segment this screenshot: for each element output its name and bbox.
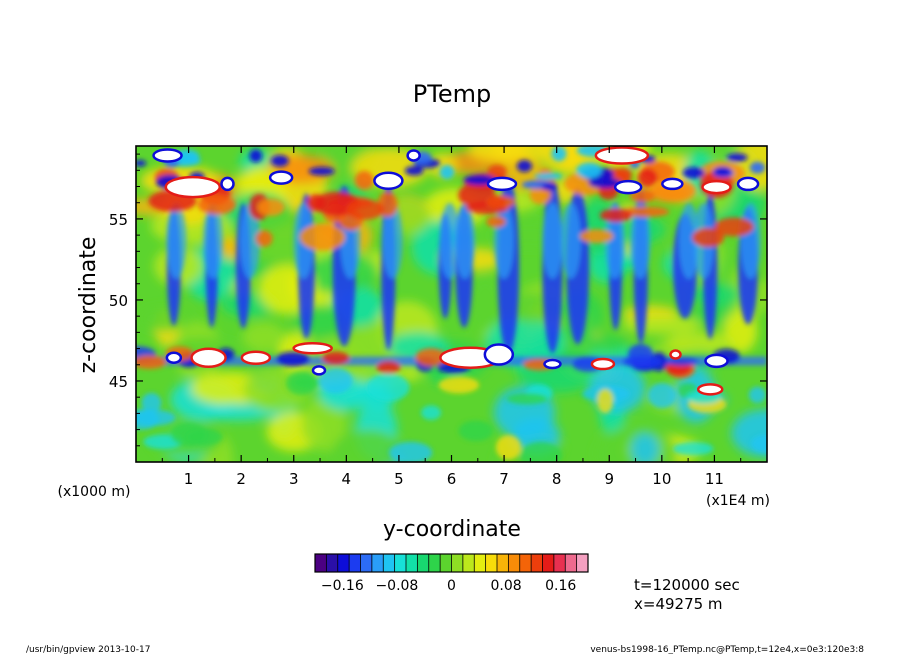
colorbar-swatch — [440, 554, 452, 572]
out-of-range-patch — [590, 357, 616, 371]
colorbar-tick-label: 0.08 — [491, 578, 522, 594]
out-of-range-patch — [543, 358, 562, 370]
x-tick-label: 9 — [604, 470, 614, 488]
colorbar-swatch — [576, 554, 589, 572]
y-tick-label: 55 — [109, 211, 128, 229]
out-of-range-patch — [164, 175, 222, 199]
colorbar-tick-label: 0 — [447, 578, 456, 594]
x-tick-label: 4 — [342, 470, 352, 488]
x-axis-title: y-coordinate — [383, 517, 521, 542]
out-of-range-patch — [594, 146, 650, 165]
x-tick-label: 10 — [652, 470, 671, 488]
x-tick-label: 2 — [236, 470, 246, 488]
out-of-range-patch — [483, 343, 515, 366]
colorbar-swatch — [497, 554, 509, 572]
colorbar-swatch — [519, 554, 532, 572]
out-of-range-patch — [292, 341, 333, 355]
colorbar-swatch — [337, 554, 350, 572]
colorbar-swatch — [417, 554, 430, 572]
out-of-range-patch — [240, 350, 272, 365]
colorbar-swatch — [406, 554, 418, 572]
colorbar-swatch — [394, 554, 407, 572]
x-tick-label: 3 — [289, 470, 299, 488]
y-tick-label: 45 — [109, 373, 128, 391]
out-of-range-patch — [406, 149, 421, 162]
colorbar-tick-label: −0.08 — [375, 578, 418, 594]
y-tick-label: 50 — [109, 292, 128, 310]
colorbar-swatch — [451, 554, 464, 572]
colorbar-tick-label: −0.16 — [321, 578, 364, 594]
out-of-range-patch — [311, 365, 327, 376]
footer-right: venus-bs1998-16_PTemp.nc@PTemp,t=12e4,x=… — [590, 645, 864, 654]
y-axis-title: z-coordinate — [76, 237, 101, 374]
colorbar-swatch — [326, 554, 339, 572]
out-of-range-patch — [701, 179, 732, 195]
colorbar-frame — [314, 553, 589, 573]
colorbar-swatch — [553, 554, 566, 572]
out-of-range-patch — [696, 383, 724, 396]
colorbar-tick-label: 0.16 — [545, 578, 576, 594]
colorbar-swatch — [360, 554, 373, 572]
colorbar-swatch — [315, 554, 327, 572]
colorbar-swatch — [474, 554, 487, 572]
x-unit-label: (x1E4 m) — [706, 493, 770, 509]
out-of-range-patch — [736, 176, 760, 192]
out-of-range-patch — [669, 349, 682, 360]
x-tick-label: 7 — [499, 470, 509, 488]
out-of-range-patch — [613, 179, 643, 195]
colorbar-swatch — [485, 554, 498, 572]
out-of-range-patch — [486, 176, 518, 192]
colorbar-swatch — [565, 554, 578, 572]
out-of-range-patch — [190, 347, 227, 368]
x-tick-label: 8 — [552, 470, 562, 488]
colorbar: −0.16 −0.08 0 0.08 0.16 — [314, 553, 589, 594]
colorbar-swatch — [383, 554, 396, 572]
y-axis: 45 50 55 — [109, 153, 767, 447]
x-axis: 1 2 3 4 5 6 7 8 9 10 11 — [161, 146, 742, 488]
out-of-range-patch — [373, 171, 404, 191]
colorbar-swatch — [462, 554, 475, 572]
colorbar-swatch — [428, 554, 441, 572]
out-of-range-patch — [165, 351, 183, 364]
heatmap-field — [136, 146, 767, 462]
chart-title: PTemp — [413, 80, 491, 108]
colorbar-swatch — [349, 554, 361, 572]
colorbar-swatch — [531, 554, 543, 572]
x-tick-label: 11 — [705, 470, 724, 488]
time-annotation: t=120000 sec — [634, 576, 740, 594]
y-unit-label: (x1000 m) — [58, 484, 131, 500]
x-tick-label: 5 — [394, 470, 404, 488]
out-of-range-patch — [152, 148, 183, 163]
x-tick-label: 1 — [184, 470, 194, 488]
out-of-range-patch — [704, 353, 729, 369]
colorbar-swatch — [542, 554, 555, 572]
x-tick-label: 6 — [447, 470, 457, 488]
colorbar-swatch — [371, 554, 384, 572]
footer-left: /usr/bin/gpview 2013-10-17 — [26, 645, 150, 654]
x-position-annotation: x=49275 m — [634, 595, 723, 613]
out-of-range-patch — [661, 177, 684, 191]
colorbar-swatch — [508, 554, 521, 572]
out-of-range-patch — [268, 170, 294, 185]
out-of-range-patch — [220, 176, 235, 192]
